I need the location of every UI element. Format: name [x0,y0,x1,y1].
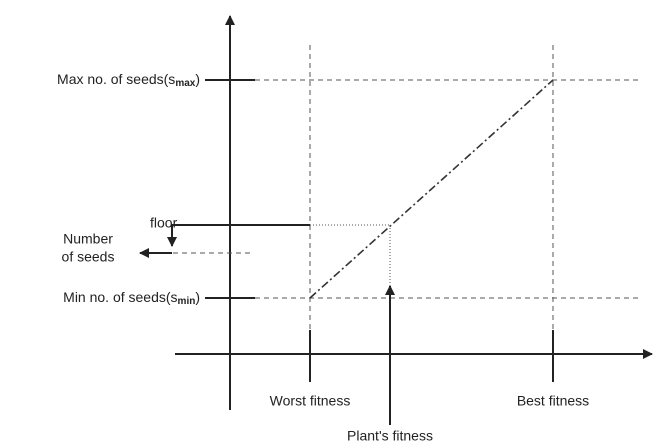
number-label: of seeds [62,249,115,265]
floor-label: floor [150,215,178,231]
plant-label: Plant's fitness [347,428,433,444]
number-label: Number [63,231,113,247]
min-label: Min no. of seeds(smin) [63,289,200,307]
seed-line [309,79,554,299]
best-label: Best fitness [517,393,589,409]
floor-arrow [167,224,310,247]
worst-label: Worst fitness [270,393,351,409]
max-label: Max no. of seeds(smax) [57,71,200,89]
